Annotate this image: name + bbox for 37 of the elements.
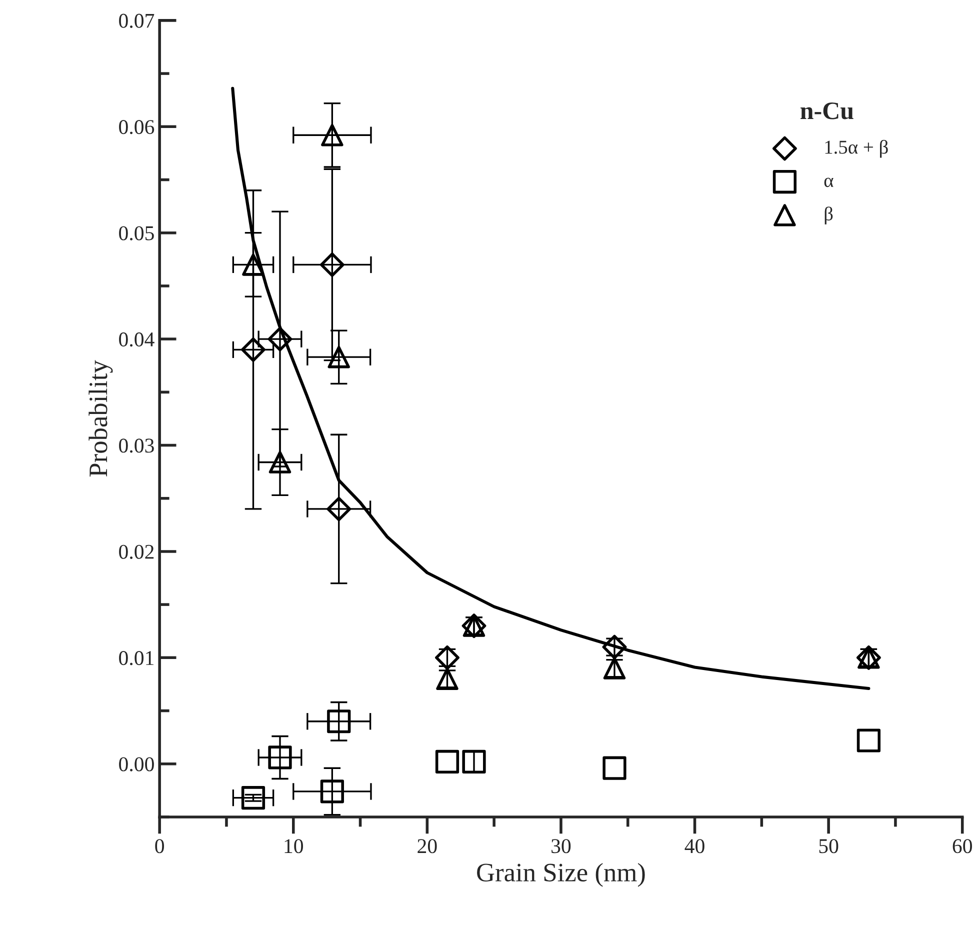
x-tick-label: 20 [418,839,437,854]
point [602,756,626,780]
x-tick-label: 50 [819,839,838,854]
x-tick-label: 60 [952,839,972,854]
point [268,451,292,474]
point [320,252,344,277]
point [241,786,266,810]
y-tick-label: 0.03 [119,438,154,453]
point [320,780,344,804]
y-tick-label: 0.04 [119,332,154,347]
point [856,728,881,752]
point [268,746,292,770]
point [242,254,264,276]
point [327,710,351,734]
y-tick-label: 0.01 [119,651,154,666]
y-tick-label: 0.07 [119,14,154,28]
legend-label: 1.5α + β [825,140,888,158]
x-axis-title: Grain Size (nm) [477,862,645,887]
x-tick-label: 40 [684,839,704,854]
y-tick-label: 0.06 [119,120,154,134]
y-tick-label: 0.00 [119,757,154,772]
point [328,346,350,368]
x-tick-label: 0 [155,839,164,854]
y-tick-label: 0.05 [119,226,154,240]
x-tick-label: 30 [552,839,571,854]
point [435,750,460,774]
point [326,496,352,522]
point [321,124,344,146]
point [462,750,486,774]
legend-title: n-Cu [800,102,854,120]
legend-label: α [824,178,834,188]
y-tick-label: 0.02 [119,544,154,559]
legend-label: β [824,206,833,224]
point [241,337,266,362]
x-tick-label: 10 [284,839,303,854]
y-axis-title: Probability [88,360,113,477]
point [268,326,292,352]
